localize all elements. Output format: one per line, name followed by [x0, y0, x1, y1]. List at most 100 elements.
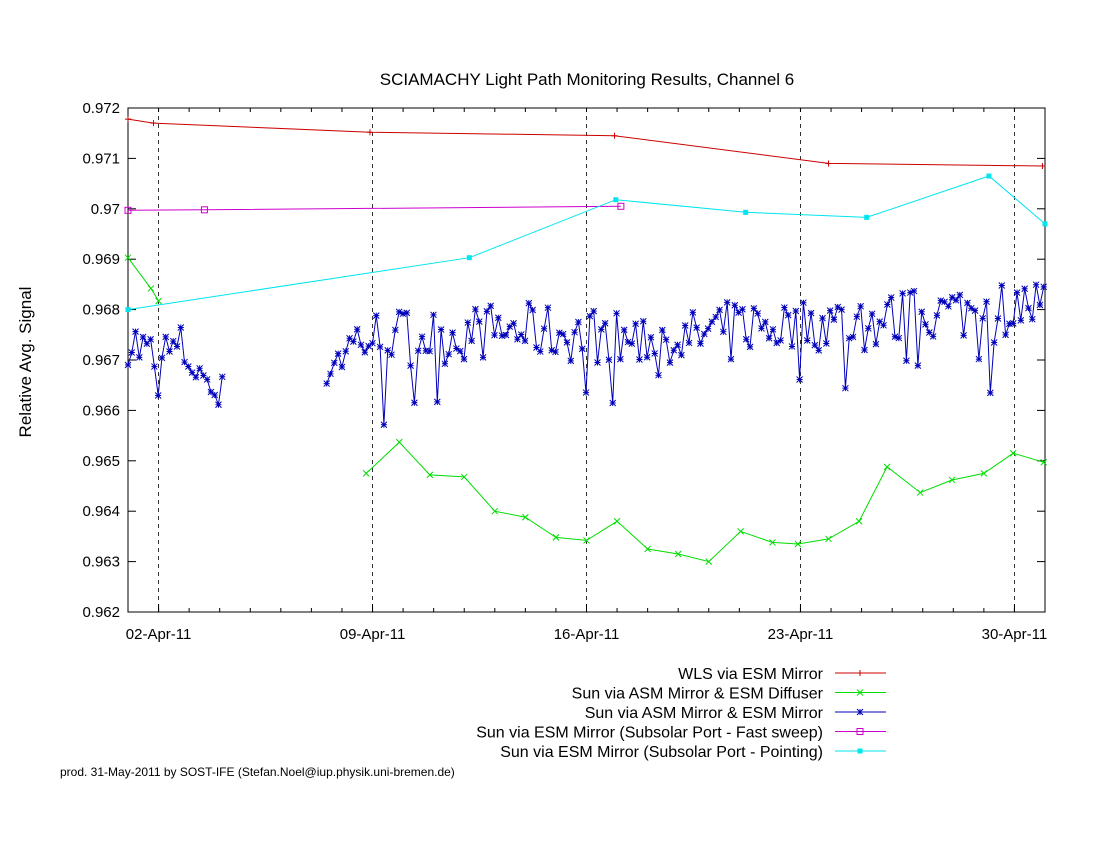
series-3-point	[937, 297, 945, 304]
series-3-point	[1028, 315, 1036, 323]
series-2-line	[127, 257, 160, 302]
y-axis-ticks: 0.962 0.963 0.964 0.965 0.966 0.967 0.968 0.969…	[82, 100, 1045, 621]
series-3-point	[151, 363, 158, 370]
series-3-point	[514, 335, 521, 343]
series-3-point	[422, 347, 430, 355]
series-3-point	[567, 357, 575, 365]
series-3-point	[681, 322, 689, 329]
series-3-point	[864, 325, 872, 332]
series-3-point	[716, 306, 723, 314]
series-3-point	[788, 343, 796, 350]
legend-swatch-marker	[856, 728, 864, 735]
legend-item: Sun via ESM Mirror (Subsolar Port - Poin…	[500, 744, 886, 761]
series-3-point	[162, 333, 170, 341]
series-3-point	[184, 363, 192, 370]
series-1-point	[125, 116, 131, 123]
series-3-point	[521, 337, 529, 345]
series-3-point	[498, 332, 506, 340]
series-3-point	[891, 333, 899, 341]
series-5-point	[864, 214, 870, 220]
series-3-point	[192, 373, 200, 381]
series-2-point	[583, 537, 590, 544]
series-1-line	[127, 118, 1043, 167]
series-3-point	[773, 339, 781, 347]
series-3-point	[975, 355, 983, 363]
series-3-point	[1036, 301, 1044, 309]
series-3-point	[678, 351, 685, 359]
series-4-point	[124, 206, 132, 214]
series-3-point	[464, 319, 472, 326]
legend-swatch-marker	[857, 748, 863, 754]
series-3-point	[552, 348, 559, 356]
series-3-point	[651, 350, 659, 357]
series-3-point	[460, 355, 468, 363]
legend-swatch-marker	[857, 670, 863, 676]
series-2-point	[155, 297, 162, 305]
series-3-point	[357, 341, 365, 349]
series-2-point	[769, 539, 776, 546]
series-3-point	[731, 301, 739, 309]
series-2-point	[883, 463, 891, 471]
series-2-point	[825, 535, 832, 543]
series-3-point	[211, 391, 219, 399]
series-2-point	[362, 470, 370, 477]
series-2-point	[1009, 449, 1017, 457]
series-3-point	[872, 340, 880, 348]
series-3-point	[147, 335, 154, 343]
series-3-point	[834, 303, 842, 311]
series-3-point	[215, 401, 222, 409]
series-3-line	[326, 284, 1045, 425]
series-1-point	[150, 120, 157, 127]
series-3-point	[941, 298, 948, 306]
series-3-point	[883, 301, 891, 308]
series-3-point	[956, 291, 964, 299]
series-3-point	[903, 357, 910, 365]
series-3-point	[601, 319, 609, 327]
series-2-point	[794, 540, 802, 548]
series-2-point	[460, 473, 468, 481]
series-3-point	[472, 305, 479, 313]
series-3-point	[597, 325, 605, 333]
series-3-point	[746, 343, 754, 351]
grid	[158, 108, 1015, 612]
series-3-point	[964, 299, 971, 307]
series-3-point	[399, 310, 407, 318]
series-2-line	[365, 441, 1044, 563]
series-3-point	[922, 320, 929, 328]
series-3-point	[777, 337, 784, 344]
series-3-point	[533, 344, 540, 351]
series-3-point	[674, 341, 681, 349]
series-2-point	[147, 285, 155, 292]
series-2-point	[644, 545, 651, 553]
legend-item: Sun via ASM Mirror & ESM Diffuser	[572, 686, 886, 703]
series-3-point	[218, 373, 226, 381]
y-tick-label: 0.969	[82, 251, 120, 268]
series-3-point	[391, 326, 399, 334]
series-3-point	[491, 331, 498, 339]
series-3-point	[124, 361, 132, 369]
series-3-point	[468, 337, 475, 345]
series-3-point	[342, 347, 350, 355]
y-tick-label: 0.966	[82, 402, 120, 419]
x-tick-label: 09-Apr-11	[340, 626, 406, 643]
series-3-point	[430, 311, 437, 319]
chart-title: SCIAMACHY Light Path Monitoring Results,…	[380, 70, 795, 89]
series-3-point	[792, 307, 800, 315]
series-3-point	[323, 380, 331, 387]
series-3-point	[586, 312, 594, 320]
series-3-point	[154, 392, 162, 399]
series-3-point	[544, 304, 552, 312]
series-3-point	[1021, 285, 1029, 293]
y-tick-label: 0.971	[82, 150, 120, 167]
series-3-point	[945, 302, 952, 310]
series-3-point	[708, 318, 716, 326]
y-tick-label: 0.963	[82, 554, 120, 571]
series-3-point	[933, 311, 941, 319]
series-3-point	[624, 338, 632, 346]
legend-label: WLS via ESM Mirror	[678, 666, 824, 683]
series-2-point	[916, 489, 924, 496]
legend: WLS via ESM Mirror Sun via ASM Mirror & E…	[476, 666, 886, 761]
series-3-point	[411, 399, 418, 407]
series-4-line	[127, 205, 621, 211]
